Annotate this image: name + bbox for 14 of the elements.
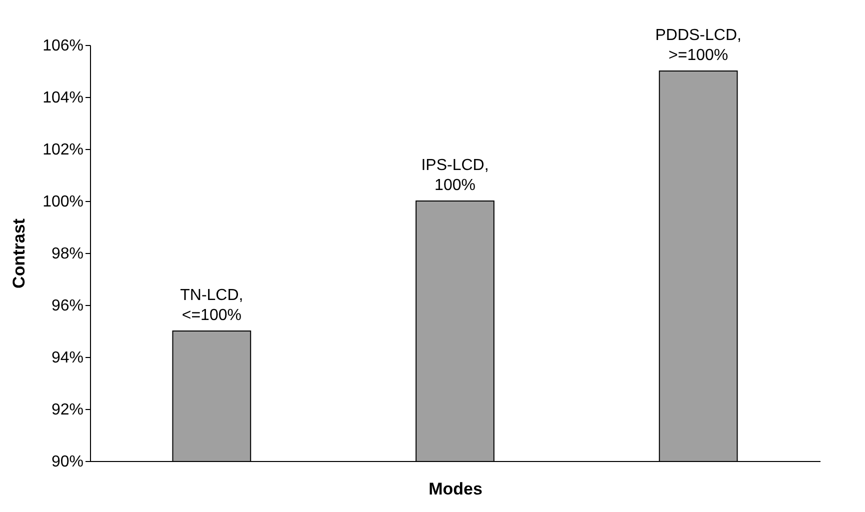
y-tick-label: 96% xyxy=(51,298,84,314)
y-tick-label: 104% xyxy=(42,90,84,106)
data-label: PDDS-LCD, >=100% xyxy=(655,27,742,64)
y-tick-label: 98% xyxy=(51,246,84,262)
y-tick-label: 102% xyxy=(42,142,84,158)
y-tick-label: 92% xyxy=(51,402,84,418)
data-label: IPS-LCD, 100% xyxy=(421,157,489,194)
y-tick-label: 100% xyxy=(42,194,84,210)
y-tick-label: 106% xyxy=(42,38,84,54)
data-label: TN-LCD, <=100% xyxy=(180,287,244,324)
x-axis-title: Modes xyxy=(428,480,482,498)
y-tick-label: 94% xyxy=(51,350,84,366)
y-tick-label: 90% xyxy=(51,454,84,470)
y-axis-title: Contrast xyxy=(10,218,29,288)
